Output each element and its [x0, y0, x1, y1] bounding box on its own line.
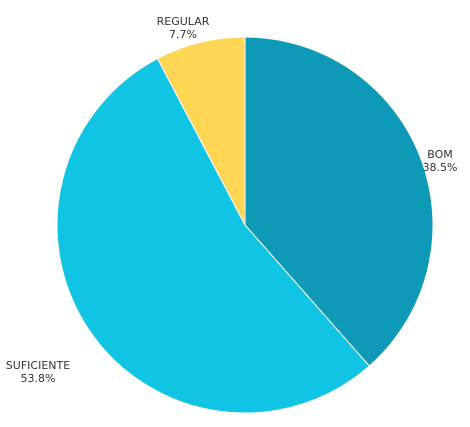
slice-label-regular: REGULAR — [157, 15, 210, 28]
pie-slice-suficiente — [56, 57, 371, 414]
slice-label-suficiente: SUFICIENTE — [6, 359, 70, 372]
pie-slice-bom — [244, 36, 434, 367]
slice-percent-bom: 38.5% — [423, 161, 458, 174]
slice-percent-regular: 7.7% — [169, 28, 197, 41]
slice-percent-suficiente: 53.8% — [21, 372, 56, 385]
pie-slices — [56, 36, 434, 414]
pie-slice-regular — [156, 36, 246, 226]
slice-label-bom: BOM — [427, 148, 453, 161]
